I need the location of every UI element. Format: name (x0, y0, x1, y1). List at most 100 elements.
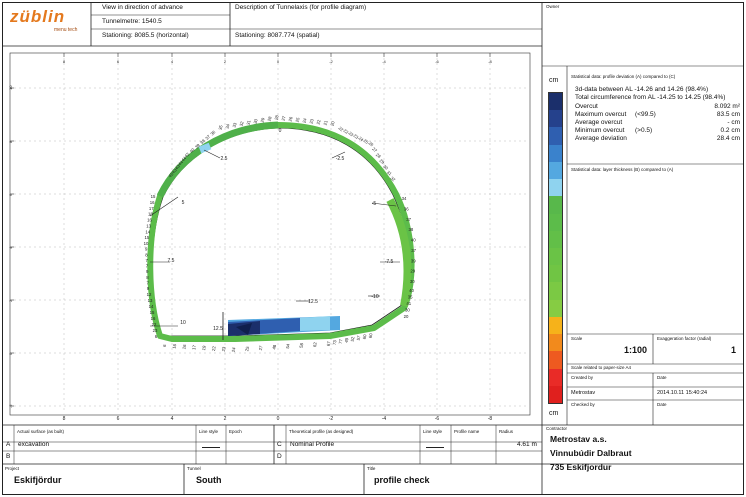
profile-label-upper-left: 44 (177, 159, 184, 166)
profile-label-right-wall: 40 (411, 238, 416, 243)
profile-label-invert: 16 (172, 343, 178, 349)
row-a-profile: excavation (18, 441, 50, 448)
profile-label-invert: 24 (231, 346, 237, 352)
row-c-letter: C (277, 441, 282, 448)
logo-wordmark: züblin (10, 7, 66, 26)
profile-label-upper-left: 44 (180, 155, 187, 162)
row-a-letter: A (6, 441, 11, 448)
profile-label-right-wall: 38 (409, 227, 414, 232)
profile-label-upper-right: 23 (348, 130, 355, 137)
colorbar-segment (549, 299, 562, 317)
profile-label-crown: 33 (232, 122, 238, 129)
colorbar-segment (549, 161, 562, 180)
profile-label-upper-right: 30 (382, 164, 389, 171)
created-date-label: Date (657, 375, 667, 380)
profile-label-left-wall: 9 (147, 286, 150, 291)
profile-label-right-wall: 40 (409, 288, 414, 293)
profile-label-left-wall: 15 (144, 235, 149, 240)
profile-label-upper-right: 26 (368, 140, 375, 147)
profile-label-invert: 60 (368, 332, 374, 338)
profile-label-right-wall: 30 (410, 279, 415, 284)
excavation-deviation-band (147, 121, 415, 342)
epoch-header: Epoch (229, 429, 242, 434)
deviation-colorbar (548, 92, 563, 404)
distance-tag-minus-2-5: -2.5 (336, 156, 345, 162)
profile-label-invert: 58 (299, 342, 305, 348)
profile-label-invert: 48 (271, 344, 277, 350)
created-by-value: Metrostav (571, 390, 596, 396)
distance-tag-12-5: 12.5 (308, 299, 318, 305)
profile-label-crown: 23 (309, 118, 315, 125)
colorbar-segment (549, 196, 562, 214)
profile-label-left-wall: 10 (144, 241, 149, 246)
x-tick-label-top: 6 (117, 59, 120, 64)
stats-row-label: Average deviation (575, 135, 627, 142)
profile-label-upper-left: 36 (209, 129, 216, 136)
exaggeration-label: Exaggeration factor (radial) (657, 336, 712, 341)
profile-label-left-wall: 9 (146, 269, 149, 274)
profile-label-left-wall: 22 (152, 322, 157, 327)
profile-label-upper-left: 39 (194, 142, 201, 149)
title-value: profile check (374, 475, 430, 485)
colorbar-segment (549, 368, 562, 386)
profile-name-header: Profile name (454, 429, 480, 434)
row-a-line-style (202, 447, 220, 448)
profile-label-invert: 67 (326, 340, 332, 346)
y-tick-label: -2 (8, 404, 13, 408)
profile-label-right-wall: 35 (408, 295, 413, 300)
profile-label-crown: 20 (330, 120, 336, 127)
profile-label-right-wall: 34 (402, 196, 407, 201)
profile-label-left-wall: 7 (147, 280, 150, 285)
y-tick-label: 6 (8, 193, 13, 196)
profile-label-crown: 22 (316, 119, 322, 126)
profile-label-crown: 29 (260, 117, 266, 124)
x-tick-label: 2 (224, 416, 227, 422)
profile-label-left-wall: 8 (145, 252, 148, 257)
x-tick-label: 8 (63, 416, 66, 422)
x-tick-label-top: 2 (224, 59, 227, 64)
colorbar-segment (549, 144, 562, 162)
profile-label-invert: 54 (285, 343, 291, 349)
profile-label-crown: 28 (274, 114, 280, 121)
profile-label-upper-left: 43 (171, 167, 178, 174)
tunnel-value: South (196, 475, 222, 485)
profile-label-upper-left: 43 (174, 163, 181, 170)
stats-a-line2: Total circumference from AL -14.25 to 14… (575, 94, 726, 101)
profile-label-invert: 60 (362, 333, 368, 339)
y-tick-label: 4 (8, 246, 13, 249)
profile-label-invert: 16 (181, 343, 187, 349)
stats-row-value: 28.4 cm (716, 135, 740, 142)
profile-label-invert: 73 (332, 339, 338, 345)
y-tick-label: 0 (8, 352, 13, 355)
y-tick-label: 10 (8, 85, 13, 90)
profile-label-left-wall: 18 (148, 212, 153, 217)
x-tick-label: 6 (117, 416, 120, 422)
profile-label-crown: 35 (218, 124, 224, 131)
colorbar-segment (549, 316, 562, 335)
profile-label-right-wall: 39 (411, 258, 416, 263)
profile-label-crown: 34 (225, 123, 231, 130)
profile-label-crown: 31 (246, 119, 252, 126)
marker-leaders (149, 149, 400, 327)
stats-row-value: - cm (727, 119, 740, 126)
x-tick-label-top: -2 (329, 59, 333, 64)
profile-label-invert: 23 (221, 346, 227, 352)
profile-label-invert: 22 (211, 345, 217, 351)
profile-label-invert: 17 (191, 344, 197, 350)
title-label: Title (367, 466, 376, 471)
profile-label-upper-left: 38 (199, 138, 206, 145)
profile-label-upper-right: 24 (358, 135, 365, 142)
radius-header: Radius (499, 429, 514, 434)
distance-tag-12-5-left: 12.5 (213, 326, 223, 332)
stats-row: Average deviation 28.4 cm (575, 135, 740, 143)
profile-label-right-wall: 29 (410, 269, 415, 274)
profile-label-invert: 6 (162, 344, 167, 348)
x-tick-label: 0 (277, 416, 280, 422)
colorbar-segment (549, 247, 562, 266)
x-tick-label: 4 (171, 416, 174, 422)
profile-label-crown: 24 (302, 117, 308, 124)
colorbar-segment (549, 334, 562, 352)
